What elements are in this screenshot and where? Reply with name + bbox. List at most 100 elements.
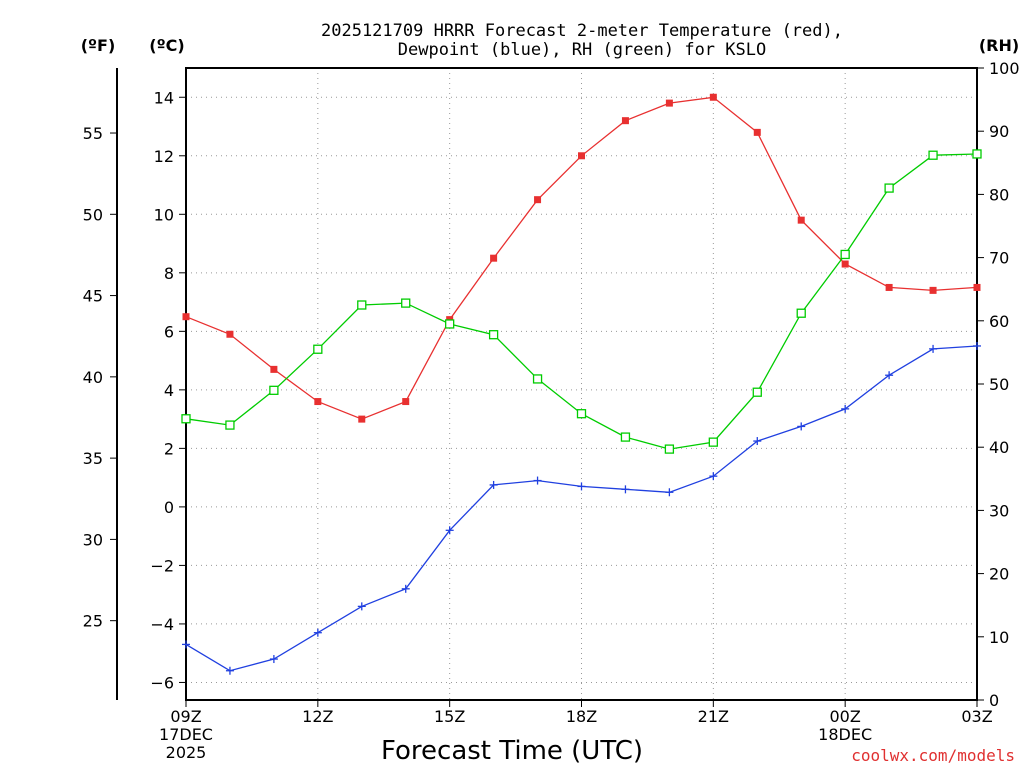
rh-point bbox=[576, 409, 587, 419]
rh-tick-label: 10 bbox=[989, 628, 1009, 647]
c-tick-label: 14 bbox=[154, 88, 174, 107]
fahrenheit-axis-label: (ºF) bbox=[81, 36, 116, 55]
temperature-point bbox=[402, 398, 410, 406]
rh-axis-label: (RH) bbox=[979, 36, 1019, 55]
dewpoint-point bbox=[885, 371, 894, 380]
rh-point bbox=[401, 298, 411, 308]
rh-tick-label: 50 bbox=[989, 375, 1009, 394]
temperature-point bbox=[709, 93, 717, 101]
x-tick-date: 17DEC bbox=[159, 725, 213, 744]
temperature-point bbox=[226, 330, 234, 338]
c-tick-label: 6 bbox=[164, 322, 174, 341]
temperature-point bbox=[270, 365, 278, 373]
dewpoint-point bbox=[753, 437, 762, 446]
f-tick-label: 25 bbox=[83, 612, 103, 631]
c-tick-label: −4 bbox=[150, 615, 174, 634]
temperature-point bbox=[621, 117, 629, 125]
rh-point bbox=[181, 414, 191, 424]
rh-point bbox=[884, 183, 894, 193]
f-tick-label: 35 bbox=[83, 449, 103, 468]
temperature-point bbox=[841, 260, 849, 268]
rh-point bbox=[532, 374, 543, 384]
x-tick-year: 2025 bbox=[166, 743, 207, 762]
x-tick-date: 18DEC bbox=[818, 725, 872, 744]
rh-point bbox=[313, 344, 323, 354]
dewpoint-point bbox=[929, 344, 938, 353]
c-tick-label: 12 bbox=[154, 147, 174, 166]
x-tick-label: 00Z bbox=[830, 707, 861, 726]
f-tick-label: 30 bbox=[83, 530, 103, 549]
rh-tick-label: 0 bbox=[989, 691, 999, 710]
rh-tick-label: 20 bbox=[989, 565, 1009, 584]
f-tick-label: 55 bbox=[83, 124, 103, 143]
rh-point bbox=[357, 300, 367, 310]
dewpoint-point bbox=[313, 628, 322, 637]
rh-tick-label: 70 bbox=[989, 249, 1009, 268]
temperature-point bbox=[490, 254, 498, 262]
c-tick-label: 4 bbox=[164, 381, 174, 400]
dewpoint-point bbox=[973, 341, 981, 350]
dewpoint-point bbox=[533, 476, 542, 485]
rh-point bbox=[972, 149, 982, 159]
x-tick-label: 15Z bbox=[434, 707, 465, 726]
rh-point bbox=[488, 330, 499, 340]
rh-point bbox=[840, 249, 850, 260]
dewpoint-point bbox=[577, 482, 586, 491]
x-tick-label: 03Z bbox=[961, 707, 992, 726]
rh-point bbox=[796, 308, 806, 318]
rh-tick-label: 40 bbox=[989, 438, 1009, 457]
dewpoint-point bbox=[709, 472, 718, 481]
c-tick-label: −2 bbox=[150, 556, 174, 575]
dewpoint-point bbox=[665, 488, 674, 497]
dewpoint-point bbox=[797, 422, 806, 431]
rh-point bbox=[708, 437, 718, 447]
temperature-point bbox=[929, 286, 937, 294]
temperature-point bbox=[314, 398, 322, 406]
c-tick-label: 2 bbox=[164, 439, 174, 458]
dewpoint-point bbox=[357, 602, 366, 611]
axes: −6 −4 −2 0 2 4 6 8 10 12 14 25 30 35 40 45 50 55 0 10 20 30 40… bbox=[83, 59, 1020, 762]
f-tick-label: 40 bbox=[83, 368, 103, 387]
temperature-point bbox=[534, 196, 542, 204]
dewpoint-point bbox=[841, 404, 850, 413]
rh-tick-label: 80 bbox=[989, 185, 1009, 204]
x-tick-label: 21Z bbox=[698, 707, 729, 726]
rh-point bbox=[752, 387, 762, 397]
rh-tick-label: 60 bbox=[989, 312, 1009, 331]
dewpoint-point bbox=[621, 485, 630, 494]
x-tick-label: 18Z bbox=[566, 707, 597, 726]
dewpoint-point bbox=[445, 526, 454, 535]
rh-point bbox=[928, 150, 938, 160]
x-tick-label: 12Z bbox=[302, 707, 333, 726]
temperature-point bbox=[973, 283, 981, 291]
rh-tick-label: 100 bbox=[989, 59, 1020, 78]
temperature-point bbox=[578, 152, 585, 160]
dewpoint-point bbox=[489, 480, 498, 489]
f-tick-label: 50 bbox=[83, 205, 103, 224]
rh-point bbox=[445, 319, 455, 329]
chart-title-line1: 2025121709 HRRR Forecast 2-meter Tempera… bbox=[321, 21, 843, 41]
chart-title-line2: Dewpoint (blue), RH (green) for KSLO bbox=[398, 40, 766, 60]
c-tick-label: 8 bbox=[164, 264, 174, 283]
dewpoint-point bbox=[182, 640, 190, 649]
c-tick-label: −6 bbox=[150, 673, 174, 692]
x-tick-label: 09Z bbox=[170, 707, 201, 726]
rh-point bbox=[269, 385, 279, 395]
temperature-point bbox=[182, 313, 190, 321]
rh-point bbox=[620, 432, 631, 442]
temperature-point bbox=[665, 99, 673, 107]
temperature-point bbox=[797, 216, 805, 224]
temperature-point bbox=[358, 415, 366, 423]
grid bbox=[185, 68, 978, 700]
c-tick-label: 0 bbox=[164, 498, 174, 517]
rh-point bbox=[664, 444, 675, 454]
dewpoint-point bbox=[401, 584, 410, 593]
temperature-point bbox=[753, 128, 761, 136]
credit-text: coolwx.com/models bbox=[851, 746, 1015, 765]
f-tick-label: 45 bbox=[83, 287, 103, 306]
series bbox=[181, 93, 982, 675]
celsius-axis-label: (ºC) bbox=[149, 36, 184, 55]
rh-tick-label: 90 bbox=[989, 122, 1009, 141]
rh-point bbox=[225, 420, 235, 430]
